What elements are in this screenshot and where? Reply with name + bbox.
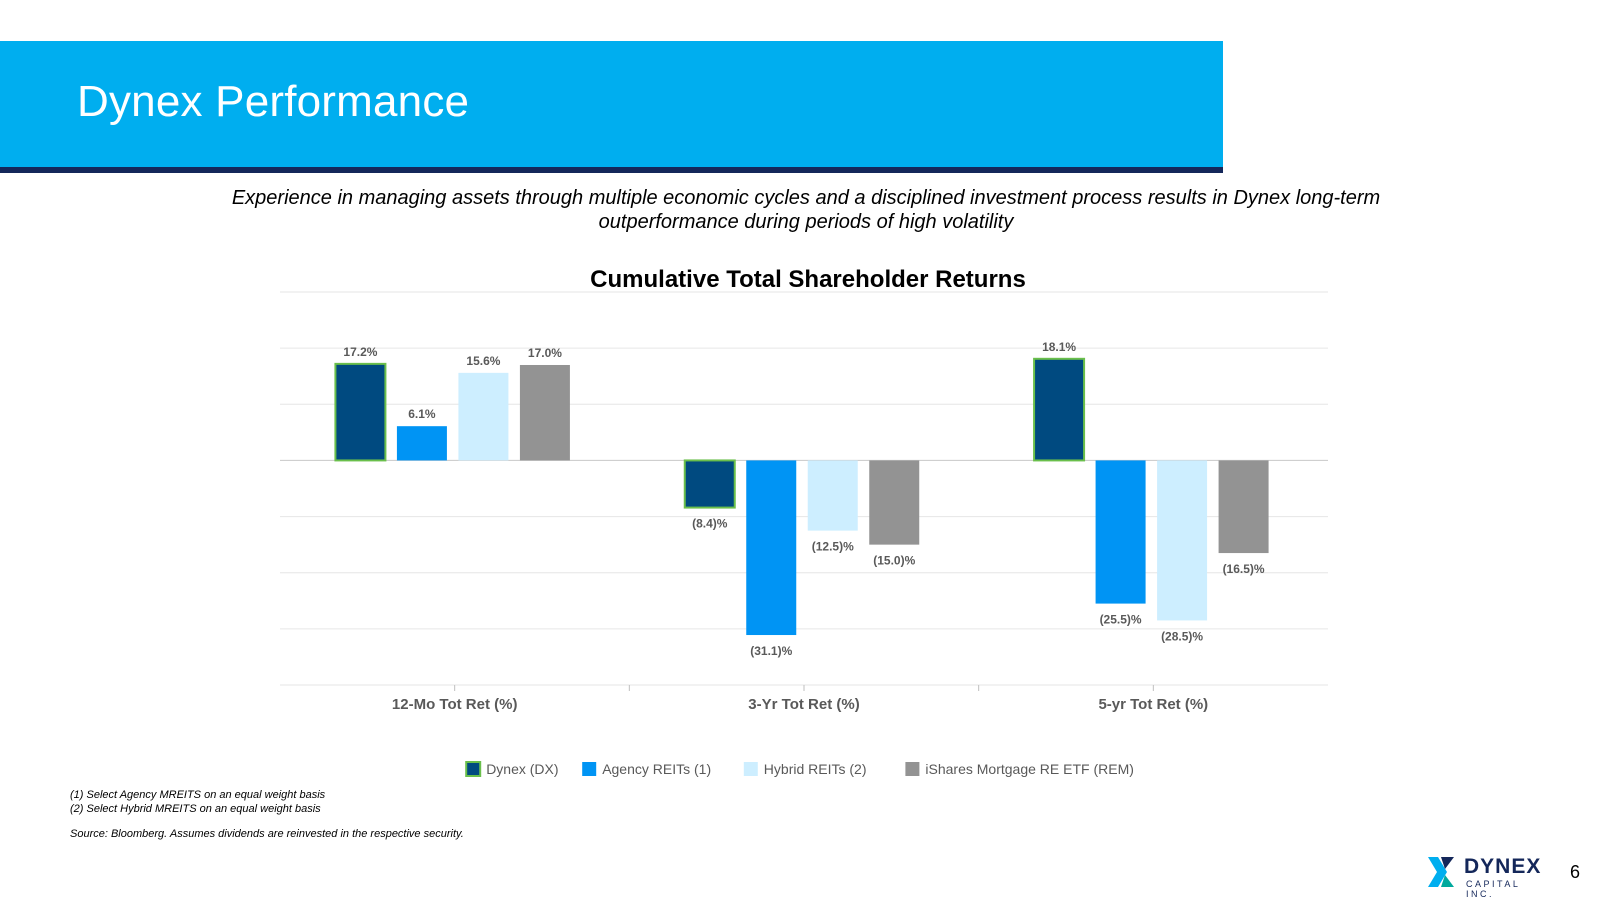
legend-label: Dynex (DX) (486, 761, 558, 777)
legend-swatch (905, 762, 920, 776)
source-note: Source: Bloomberg. Assumes dividends are… (70, 828, 464, 840)
data-label: (15.0)% (873, 554, 915, 568)
logo-subtext: CAPITAL INC. (1466, 879, 1521, 899)
footnotes: (1) Select Agency MREITS on an equal wei… (70, 788, 464, 841)
slide-subtitle: Experience in managing assets through mu… (231, 187, 1381, 233)
bar (1033, 357, 1086, 462)
logo-wordmark: DYNEX (1464, 855, 1542, 878)
data-label: (8.4)% (692, 517, 728, 531)
legend-label: Hybrid REITs (2) (764, 761, 867, 777)
data-label: 15.6% (466, 354, 500, 368)
footnote-2: (2) Select Hybrid MREITS on an equal wei… (70, 803, 321, 815)
page-number: 6 (1570, 862, 1581, 882)
data-label: 17.0% (528, 346, 562, 360)
bar (1095, 460, 1146, 604)
bar (869, 460, 920, 545)
data-label: (31.1)% (750, 644, 792, 658)
slide-title: Dynex Performance (77, 77, 470, 126)
data-label: (28.5)% (1161, 629, 1203, 643)
legend-label: iShares Mortgage RE ETF (REM) (925, 761, 1134, 777)
data-label: 6.1% (408, 407, 436, 421)
category-label: 5-yr Tot Ret (%) (1098, 696, 1208, 713)
data-label: 18.1% (1042, 340, 1076, 354)
legend-label: Agency REITs (1) (602, 761, 711, 777)
category-label: 3-Yr Tot Ret (%) (748, 696, 859, 713)
bar (1218, 460, 1269, 554)
data-label: (12.5)% (812, 540, 854, 554)
bar (683, 459, 736, 509)
category-label: 12-Mo Tot Ret (%) (392, 696, 518, 713)
bar (1157, 460, 1208, 621)
banner-rule (0, 167, 1223, 173)
logo-mark-icon (1428, 857, 1454, 887)
bar (458, 372, 509, 461)
legend-swatch (582, 762, 597, 776)
dynex-logo: DYNEX CAPITAL INC. (1428, 855, 1548, 899)
data-label: (25.5)% (1100, 613, 1142, 627)
footnote-1: (1) Select Agency MREITS on an equal wei… (70, 789, 326, 801)
data-label: (16.5)% (1223, 562, 1265, 576)
chart-title: Cumulative Total Shareholder Returns (590, 266, 1026, 293)
bar (396, 426, 447, 461)
bar (334, 362, 387, 462)
title-banner (0, 41, 1223, 167)
legend-swatch (743, 762, 758, 776)
bar (807, 460, 858, 531)
bar (746, 460, 797, 636)
bar (519, 364, 570, 461)
legend-swatch (465, 761, 482, 777)
data-label: 17.2% (343, 345, 377, 359)
